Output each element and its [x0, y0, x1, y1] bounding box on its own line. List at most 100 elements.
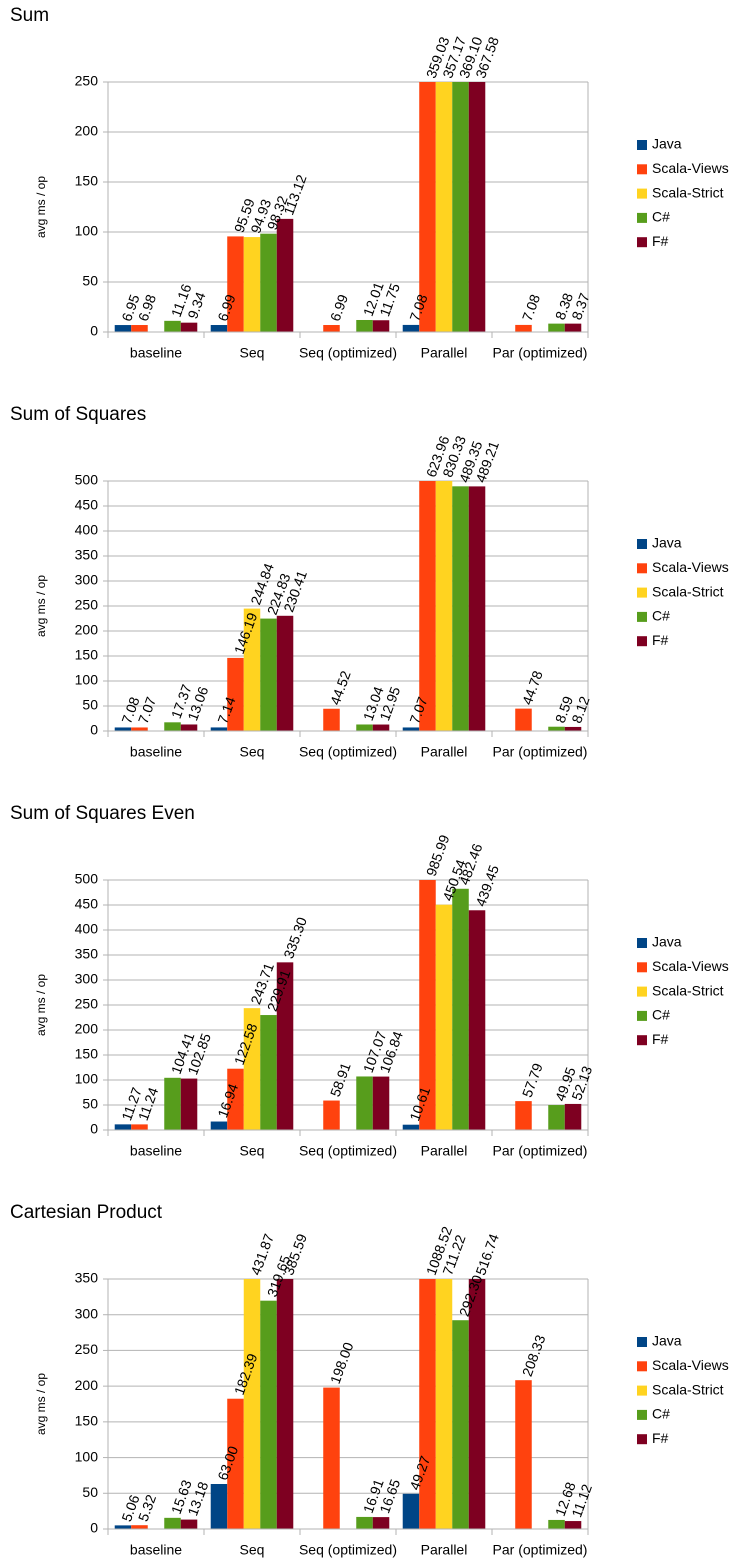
legend-swatch — [637, 636, 647, 647]
legend-label: C# — [652, 209, 670, 225]
legend-label: C# — [652, 1406, 670, 1422]
x-tick-label: Parallel — [421, 1542, 468, 1558]
legend-swatch — [637, 1361, 647, 1372]
y-tick-label: 100 — [75, 223, 99, 239]
bar — [276, 615, 294, 731]
bar — [131, 1525, 148, 1529]
chart-title: Sum of Squares Even — [10, 803, 195, 824]
bar — [131, 325, 148, 332]
x-tick-label: Seq — [240, 1542, 265, 1558]
bar — [260, 1015, 277, 1130]
legend-label: F# — [652, 233, 669, 249]
y-tick-label: 350 — [75, 547, 99, 563]
x-tick-label: Par (optimized) — [493, 1143, 588, 1159]
value-label: 44.52 — [327, 668, 354, 707]
chart-title: Cartesian Product — [10, 1202, 163, 1223]
legend-swatch — [637, 1409, 647, 1420]
x-tick-label: Seq (optimized) — [299, 1143, 397, 1159]
bar — [243, 1279, 261, 1529]
bar — [515, 324, 532, 332]
y-tick-label: 200 — [75, 1377, 99, 1393]
bar — [114, 1525, 132, 1529]
bar — [468, 1279, 486, 1529]
bar — [372, 724, 390, 731]
y-tick-label: 300 — [75, 572, 99, 588]
bar — [323, 1100, 340, 1130]
bar — [323, 708, 340, 731]
x-tick-label: baseline — [130, 1143, 182, 1159]
bar — [180, 1519, 198, 1529]
x-tick-label: Parallel — [421, 744, 468, 760]
legend-label: C# — [652, 1007, 670, 1023]
legend-label: F# — [652, 1430, 669, 1446]
bar — [564, 726, 582, 731]
y-tick-label: 50 — [82, 1096, 98, 1112]
bar — [419, 82, 436, 332]
bar — [548, 323, 565, 332]
legend-swatch — [637, 237, 647, 248]
legend-swatch — [637, 1337, 647, 1347]
x-tick-label: Seq — [240, 345, 265, 361]
bar — [419, 1279, 436, 1529]
bar — [323, 325, 340, 332]
bar — [276, 1279, 294, 1529]
y-tick-label: 350 — [75, 1270, 99, 1286]
bar — [468, 486, 486, 731]
bar — [260, 1300, 277, 1529]
x-tick-label: baseline — [130, 744, 182, 760]
legend-label: Scala-Views — [652, 958, 729, 974]
value-label: 335.30 — [280, 915, 310, 961]
y-tick-label: 250 — [75, 996, 99, 1012]
bar — [468, 82, 486, 332]
value-label: 385.59 — [280, 1231, 310, 1277]
bar — [515, 708, 532, 731]
y-axis-label: avg ms / op — [34, 1373, 48, 1435]
bar — [356, 1076, 373, 1130]
bar — [356, 724, 373, 731]
bar — [402, 324, 420, 332]
y-tick-label: 150 — [75, 1046, 99, 1062]
y-tick-label: 100 — [75, 1448, 99, 1464]
x-tick-label: Seq (optimized) — [299, 345, 397, 361]
legend-label: F# — [652, 632, 669, 648]
legend-swatch — [637, 140, 647, 150]
bar — [435, 904, 453, 1130]
bar — [243, 1008, 261, 1130]
legend-label: Scala-Views — [652, 559, 729, 575]
legend-swatch — [637, 1434, 647, 1445]
bar — [402, 727, 420, 731]
bar — [323, 1387, 340, 1529]
legend-label: C# — [652, 608, 670, 624]
bar — [452, 82, 469, 332]
y-tick-label: 100 — [75, 1071, 99, 1087]
bar — [435, 1279, 453, 1529]
y-tick-label: 250 — [75, 1341, 99, 1357]
bars — [114, 1279, 582, 1529]
legend-label: Java — [652, 934, 682, 950]
value-label: 113.12 — [280, 172, 309, 217]
bar — [435, 82, 453, 332]
y-tick-label: 50 — [82, 1484, 98, 1500]
bar — [227, 236, 244, 332]
bar — [548, 726, 565, 731]
legend-label: Scala-Strict — [652, 982, 724, 998]
bar — [164, 722, 181, 731]
bar — [452, 1320, 469, 1529]
legend-label: Java — [652, 1333, 682, 1349]
bar — [210, 325, 228, 332]
legend-label: Scala-Strict — [652, 583, 724, 599]
legend-label: Java — [652, 136, 682, 152]
y-tick-label: 450 — [75, 497, 99, 513]
y-tick-label: 400 — [75, 921, 99, 937]
bar — [164, 1077, 181, 1130]
legend-swatch — [637, 986, 647, 997]
bar — [515, 1380, 532, 1529]
bar — [356, 319, 373, 332]
y-axis-label: avg ms / op — [34, 176, 48, 238]
legend-swatch — [637, 938, 647, 948]
y-tick-label: 350 — [75, 946, 99, 962]
bar — [402, 1124, 420, 1130]
legend-label: Scala-Strict — [652, 184, 724, 200]
bar — [402, 1493, 420, 1529]
